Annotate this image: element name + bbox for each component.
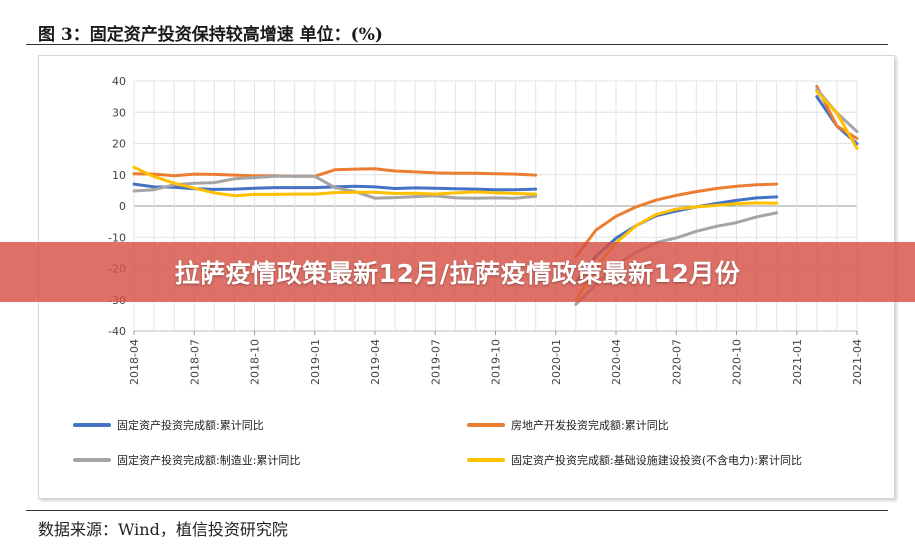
legend-swatch bbox=[467, 458, 505, 462]
legend-swatch bbox=[73, 458, 111, 462]
x-tick-label: 2019-01 bbox=[309, 339, 322, 385]
overlay-banner: 拉萨疫情政策最新12月/拉萨疫情政策最新12月份 bbox=[0, 242, 915, 302]
legend-swatch bbox=[467, 423, 505, 427]
figure-title: 图 3：固定资产投资保持较高增速 单位：(%) bbox=[38, 25, 383, 45]
y-tick-label: -40 bbox=[108, 325, 126, 338]
x-tick-label: 2020-04 bbox=[610, 339, 623, 385]
line-chart: -40-30-20-100102030402018-042018-072018-… bbox=[108, 75, 864, 385]
x-tick-label: 2019-10 bbox=[490, 339, 503, 385]
y-tick-label: 20 bbox=[112, 138, 126, 151]
legend-item: 固定资产投资完成额:基础设施建设投资(不含电力):累计同比 bbox=[467, 452, 802, 468]
y-tick-label: -10 bbox=[108, 231, 126, 244]
legend-item: 固定资产投资完成额:累计同比 bbox=[73, 417, 264, 433]
banner-text: 拉萨疫情政策最新12月/拉萨疫情政策最新12月份 bbox=[174, 259, 741, 288]
x-tick-label: 2018-10 bbox=[249, 339, 262, 385]
x-tick-label: 2020-10 bbox=[731, 339, 744, 385]
legend-label: 固定资产投资完成额:累计同比 bbox=[117, 419, 264, 432]
legend-item: 固定资产投资完成额:制造业:累计同比 bbox=[73, 452, 300, 468]
legend-label: 固定资产投资完成额:制造业:累计同比 bbox=[117, 454, 301, 467]
legend-label: 固定资产投资完成额:基础设施建设投资(不含电力):累计同比 bbox=[511, 454, 802, 467]
x-tick-label: 2021-01 bbox=[791, 339, 804, 385]
series-layer bbox=[132, 84, 859, 306]
source-rule bbox=[26, 510, 888, 511]
y-tick-label: 0 bbox=[119, 200, 126, 213]
x-tick-label: 2019-04 bbox=[369, 339, 382, 385]
axis-layer: -40-30-20-100102030402018-042018-072018-… bbox=[108, 75, 864, 385]
legend-swatch bbox=[73, 423, 111, 427]
x-tick-label: 2021-04 bbox=[851, 339, 864, 385]
x-tick-label: 2019-07 bbox=[429, 339, 442, 385]
y-tick-label: 30 bbox=[112, 106, 126, 119]
legend-label: 房地产开发投资完成额:累计同比 bbox=[511, 419, 669, 432]
x-tick-label: 2018-07 bbox=[188, 339, 201, 385]
legend-item: 房地产开发投资完成额:累计同比 bbox=[467, 417, 669, 433]
x-tick-label: 2020-07 bbox=[670, 339, 683, 385]
x-tick-label: 2020-01 bbox=[550, 339, 563, 385]
source-note: 数据来源：Wind，植信投资研究院 bbox=[38, 520, 288, 539]
title-rule bbox=[26, 44, 888, 45]
y-tick-label: 40 bbox=[112, 75, 126, 88]
x-tick-label: 2018-04 bbox=[128, 339, 141, 385]
y-tick-label: 10 bbox=[112, 169, 126, 182]
